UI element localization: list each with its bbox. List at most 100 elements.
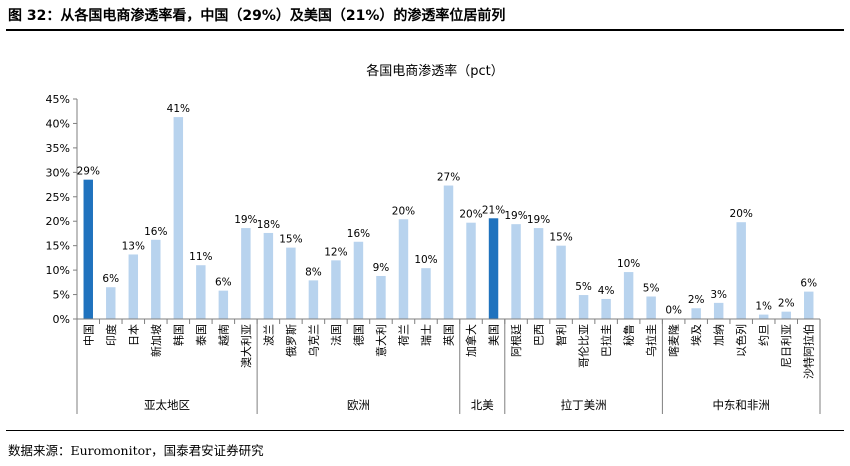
data-label: 41% bbox=[167, 103, 190, 115]
data-label: 19% bbox=[527, 214, 550, 226]
data-label: 3% bbox=[710, 289, 727, 301]
bar bbox=[173, 117, 184, 319]
data-label: 6% bbox=[800, 278, 817, 290]
bar bbox=[196, 265, 206, 319]
data-label: 1% bbox=[755, 301, 772, 313]
data-label: 5% bbox=[575, 281, 592, 293]
data-label: 15% bbox=[279, 234, 302, 246]
x-category-label: 喀麦隆 bbox=[667, 324, 681, 357]
y-tick-label: 20% bbox=[46, 215, 70, 228]
x-category-label: 俄罗斯 bbox=[285, 324, 298, 357]
x-category-label: 巴拉圭 bbox=[599, 324, 613, 357]
x-category-label: 尼日利亚 bbox=[780, 324, 793, 368]
x-category-label: 日本 bbox=[126, 324, 140, 346]
x-category-label: 泰国 bbox=[194, 324, 208, 346]
group-label: 亚太地区 bbox=[144, 398, 190, 412]
x-category-label: 沙特阿拉伯 bbox=[802, 324, 816, 379]
bar bbox=[623, 272, 634, 319]
bar bbox=[83, 179, 93, 319]
data-label: 27% bbox=[437, 172, 460, 184]
figure-title: 图 32：从各国电商渗透率看，中国（29%）及美国（21%）的渗透率位居前列 bbox=[8, 8, 506, 24]
data-label: 6% bbox=[102, 273, 119, 285]
x-category-label: 约旦 bbox=[758, 324, 771, 346]
y-tick-label: 40% bbox=[46, 117, 70, 130]
bar bbox=[308, 280, 319, 319]
bar bbox=[353, 241, 364, 319]
x-category-label: 印度 bbox=[104, 324, 118, 346]
data-label: 10% bbox=[414, 254, 437, 266]
category-groups: 亚太地区 欧洲 北美 拉丁美洲 中东和非洲 bbox=[76, 319, 821, 414]
data-label: 20% bbox=[392, 205, 415, 217]
bar bbox=[804, 291, 814, 319]
bar-chart: 各国电商渗透率（pct） 0% 5% 10% 15% 20% 25% 30% 35% 40% 45… bbox=[46, 63, 821, 414]
title-rule bbox=[6, 29, 844, 31]
bar bbox=[601, 298, 611, 319]
data-labels: 29%6%13%16%41%11%6%19% 18%15%8%12%16%9%20… bbox=[77, 103, 818, 316]
data-label: 20% bbox=[730, 208, 753, 220]
bar bbox=[736, 222, 746, 319]
data-label: 15% bbox=[549, 232, 572, 244]
bar bbox=[466, 222, 476, 319]
x-category-label: 法国 bbox=[329, 324, 343, 346]
x-category-label: 加拿大 bbox=[464, 324, 478, 357]
bar bbox=[578, 295, 589, 319]
bar bbox=[263, 232, 274, 319]
data-label: 2% bbox=[778, 298, 795, 310]
x-category-label: 德国 bbox=[351, 324, 365, 346]
x-category-label: 乌拉圭 bbox=[644, 324, 658, 357]
bar bbox=[691, 308, 701, 319]
x-category-label: 哥伦比亚 bbox=[577, 324, 591, 368]
y-tick-label: 10% bbox=[46, 264, 70, 277]
x-category-label: 中国 bbox=[82, 324, 95, 346]
data-label: 10% bbox=[617, 258, 640, 270]
x-category-label: 巴西 bbox=[533, 324, 546, 346]
data-label: 11% bbox=[189, 251, 212, 263]
x-category-label: 意大利 bbox=[374, 324, 388, 357]
bar bbox=[106, 287, 116, 319]
x-category-label: 秘鲁 bbox=[622, 324, 636, 346]
x-category-label: 瑞士 bbox=[419, 324, 433, 346]
bar bbox=[128, 254, 139, 319]
bar bbox=[511, 224, 521, 319]
data-label: 21% bbox=[482, 204, 505, 216]
x-category-label: 智利 bbox=[554, 324, 568, 346]
group-label: 北美 bbox=[471, 398, 494, 412]
x-category-label: 乌克兰 bbox=[306, 324, 320, 357]
source-note: 数据来源：Euromonitor，国泰君安证券研究 bbox=[8, 443, 264, 458]
bar bbox=[713, 302, 724, 319]
bar bbox=[533, 228, 544, 319]
y-tick-label: 25% bbox=[46, 191, 70, 204]
y-tick-label: 5% bbox=[53, 289, 70, 302]
y-axis: 0% 5% 10% 15% 20% 25% 30% 35% 40% 45% bbox=[46, 93, 78, 326]
y-tick-label: 30% bbox=[46, 166, 70, 179]
data-label: 2% bbox=[688, 294, 705, 306]
bar bbox=[488, 218, 499, 319]
bar bbox=[241, 228, 251, 319]
data-label: 16% bbox=[347, 228, 370, 240]
bar bbox=[376, 275, 386, 319]
bar bbox=[646, 296, 656, 319]
data-label: 19% bbox=[504, 210, 527, 222]
x-category-label: 以色列 bbox=[734, 324, 748, 357]
y-tick-label: 15% bbox=[46, 240, 70, 253]
bar bbox=[758, 314, 769, 319]
data-label: 5% bbox=[643, 283, 660, 295]
bar bbox=[286, 247, 296, 319]
group-label: 中东和非洲 bbox=[712, 398, 770, 412]
x-category-label: 新加坡 bbox=[149, 324, 163, 357]
data-label: 6% bbox=[215, 277, 232, 289]
source-rule bbox=[6, 430, 844, 431]
x-category-label: 美国 bbox=[488, 324, 501, 346]
data-label: 19% bbox=[234, 214, 257, 226]
bar bbox=[443, 185, 454, 319]
bar bbox=[421, 268, 431, 319]
y-tick-label: 0% bbox=[53, 313, 70, 326]
bar bbox=[151, 239, 161, 319]
x-category-label: 韩国 bbox=[171, 324, 185, 346]
chart-title: 各国电商渗透率（pct） bbox=[366, 63, 504, 79]
x-category-label: 加纳 bbox=[713, 324, 726, 346]
x-category-label: 荷兰 bbox=[397, 324, 410, 346]
bars bbox=[83, 117, 814, 320]
data-label: 0% bbox=[665, 305, 682, 317]
bar bbox=[781, 311, 791, 319]
